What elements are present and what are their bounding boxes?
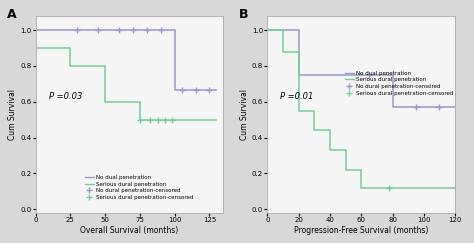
Y-axis label: Cum Survival: Cum Survival — [9, 89, 18, 140]
X-axis label: Progression-Free Survival (months): Progression-Free Survival (months) — [294, 226, 428, 235]
Legend: No dual penetration, Serious dural penetration, No dural penetration-censored, S: No dual penetration, Serious dural penet… — [345, 71, 453, 96]
Legend: No dual penetration, Serious dural penetration, No dural penetration-censored, S: No dual penetration, Serious dural penet… — [85, 175, 193, 200]
Text: B: B — [239, 8, 248, 21]
Text: P =0.03: P =0.03 — [49, 92, 82, 101]
Text: P =0.01: P =0.01 — [281, 92, 314, 101]
Text: A: A — [7, 8, 17, 21]
Y-axis label: Cum Survival: Cum Survival — [240, 89, 249, 140]
X-axis label: Overall Survival (months): Overall Survival (months) — [80, 226, 179, 235]
